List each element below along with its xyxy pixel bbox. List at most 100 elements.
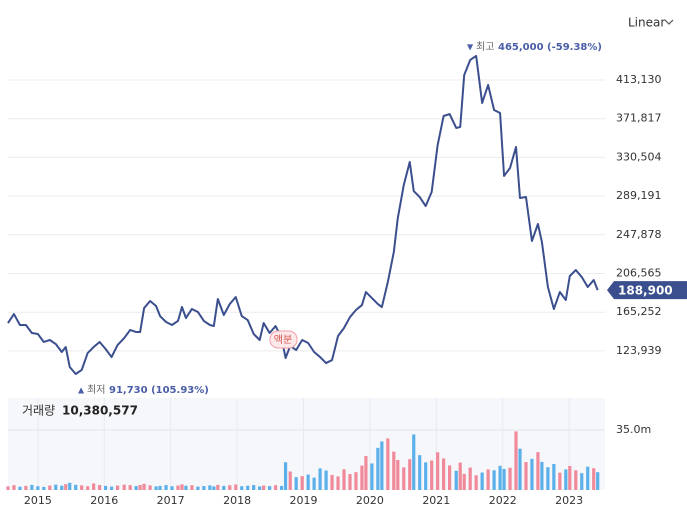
- volume-bar: [430, 460, 434, 490]
- y-tick-label: 206,565: [616, 267, 662, 280]
- volume-bar: [486, 469, 490, 490]
- volume-bar: [458, 462, 462, 490]
- volume-bar: [86, 486, 90, 490]
- min-text: 91,730 (105.93%): [109, 385, 209, 396]
- marks: [6, 54, 600, 490]
- volume-bar: [447, 465, 452, 490]
- x-tick-label: 2016: [90, 494, 118, 507]
- split-text: 액분: [274, 334, 292, 346]
- volume-bar: [222, 485, 226, 490]
- volume-bar: [536, 452, 540, 490]
- y-tick-label: 371,817: [616, 112, 662, 125]
- volume-bar: [442, 458, 446, 490]
- volume-bar: [524, 462, 528, 490]
- min-arrow: ▲: [78, 386, 85, 395]
- volume-bar: [212, 486, 216, 490]
- price-line: [7, 54, 599, 376]
- volume-bar: [592, 468, 596, 490]
- volume-bar: [324, 470, 328, 490]
- volume-bar: [138, 485, 142, 490]
- volume-bar: [142, 483, 146, 490]
- volume-bar: [134, 486, 138, 490]
- x-tick-label: 2018: [223, 494, 251, 507]
- volume-bar: [364, 456, 368, 490]
- volume-bar: [462, 473, 466, 490]
- volume-legend-name: 거래량: [22, 404, 55, 418]
- volume-bar: [498, 465, 502, 490]
- x-tick-label: 2019: [289, 494, 317, 507]
- volume-bar: [148, 485, 152, 490]
- price-tag-label: 188,900: [618, 284, 673, 298]
- volume-bar: [568, 466, 572, 490]
- volume-bar: [408, 459, 412, 490]
- volume-bar: [228, 485, 232, 490]
- volume-bar: [68, 482, 72, 490]
- volume-bar: [246, 485, 250, 490]
- volume-bar: [396, 460, 400, 490]
- volume-bar: [80, 485, 84, 490]
- volume-bar: [180, 484, 184, 490]
- volume-bar: [122, 484, 126, 490]
- volume-bar: [318, 468, 322, 490]
- x-tick-label: 2023: [555, 494, 583, 507]
- volume-bar: [492, 470, 496, 490]
- volume-bar: [468, 467, 472, 490]
- min-label: 최저: [87, 384, 105, 396]
- grid: [8, 79, 605, 490]
- volume-bar: [115, 485, 120, 490]
- volume-bar: [380, 441, 384, 490]
- y-tick-label: 330,504: [616, 150, 662, 163]
- y-tick-label: 247,878: [616, 228, 662, 241]
- volume-bar: [558, 472, 562, 490]
- y-tick-label: 413,130: [616, 73, 662, 86]
- volume-bar: [202, 486, 206, 490]
- volume-bar: [240, 486, 244, 490]
- volume-bar: [418, 455, 422, 490]
- volume-bar: [74, 484, 78, 490]
- volume-bar: [306, 474, 310, 490]
- volume-bar: [24, 485, 28, 490]
- volume-bar: [288, 471, 292, 490]
- volume-bar: [300, 476, 304, 490]
- volume-bar: [342, 469, 346, 490]
- volume-bar: [370, 463, 374, 490]
- scale-toggle[interactable]: Linear: [628, 16, 665, 30]
- volume-bar: [154, 486, 158, 490]
- volume-bar: [336, 476, 340, 490]
- volume-bar: [98, 485, 102, 490]
- volume-bar: [234, 484, 238, 490]
- y-tick-label: 165,252: [616, 305, 662, 318]
- volume-bar: [564, 469, 568, 490]
- volume-bar: [54, 484, 58, 490]
- x-tick-label: 2022: [489, 494, 517, 507]
- volume-bar: [262, 485, 266, 490]
- split-badge: [269, 330, 298, 349]
- volume-bar: [164, 485, 168, 490]
- volume-bar: [18, 486, 22, 490]
- volume-bar: [360, 465, 364, 490]
- volume-bar: [60, 485, 64, 490]
- volume-bar: [330, 474, 334, 490]
- volume-bar: [128, 485, 132, 490]
- volume-bar: [176, 485, 180, 490]
- max-arrow: ▼: [467, 43, 474, 52]
- volume-bar: [294, 477, 298, 490]
- volume-bar: [580, 473, 584, 490]
- volume-bar: [190, 485, 194, 490]
- volume-bar: [36, 486, 40, 490]
- x-tick-label: 2015: [24, 494, 52, 507]
- volume-bar: [268, 486, 272, 490]
- volume-bar: [424, 462, 428, 490]
- volume-bar: [402, 467, 406, 490]
- x-tick-label: 2021: [422, 494, 450, 507]
- dropdown-icon[interactable]: [664, 19, 674, 25]
- x-tick-label: 2020: [356, 494, 384, 507]
- volume-bar: [502, 468, 506, 490]
- volume-bar: [216, 484, 220, 490]
- volume-bar: [196, 486, 200, 490]
- volume-bar: [546, 467, 550, 490]
- volume-bar: [283, 462, 288, 490]
- volume-bar: [252, 485, 256, 490]
